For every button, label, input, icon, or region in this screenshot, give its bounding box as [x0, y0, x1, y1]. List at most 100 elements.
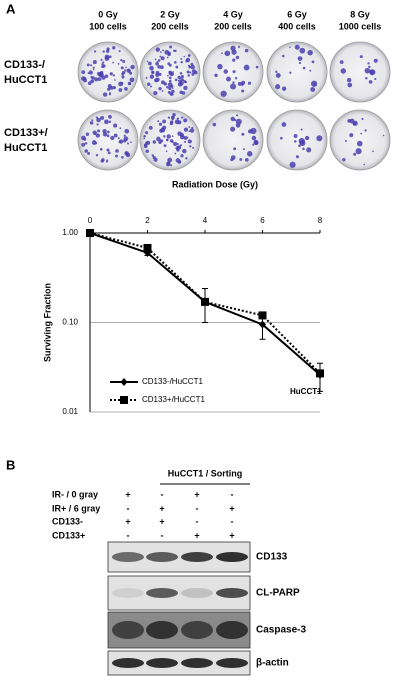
colony: [145, 149, 149, 153]
row-label: HuCCT1: [4, 74, 47, 86]
colony: [298, 144, 301, 147]
colony: [189, 145, 192, 148]
colony: [177, 120, 182, 125]
colony: [166, 56, 169, 59]
colony: [175, 158, 181, 163]
x-axis-title: Radiation Dose (Gy): [172, 179, 258, 189]
colony: [155, 72, 160, 77]
colony: [86, 63, 90, 67]
condition-label: CD133-: [52, 516, 83, 526]
cells-label: 1000 cells: [339, 21, 382, 31]
colony: [171, 89, 175, 94]
condition-label: IR- / 0 gray: [52, 489, 98, 499]
sign: +: [159, 516, 164, 526]
colony: [275, 84, 281, 90]
colony: [105, 160, 108, 163]
colony: [187, 54, 191, 57]
colony: [166, 162, 171, 167]
colony: [191, 126, 194, 129]
colony: [150, 85, 152, 88]
colony: [121, 155, 124, 159]
colony: [146, 82, 151, 86]
colony: [107, 130, 110, 134]
colony: [163, 144, 167, 148]
colony: [183, 85, 188, 91]
colony: [163, 135, 166, 138]
colony: [118, 50, 121, 53]
colony: [186, 70, 190, 74]
colony: [372, 150, 374, 153]
colony: [167, 51, 171, 55]
sign: +: [229, 503, 234, 513]
marker: [86, 229, 94, 237]
colony: [123, 134, 126, 137]
dose-label: 0 Gy: [98, 9, 118, 19]
colony: [93, 50, 97, 53]
colony: [364, 67, 371, 74]
colony: [128, 82, 132, 86]
colony: [182, 148, 187, 154]
colony: [160, 56, 165, 61]
colony: [176, 117, 180, 120]
colony: [172, 71, 174, 73]
colony: [230, 158, 234, 162]
colony: [159, 55, 162, 58]
colony: [108, 93, 111, 96]
colony: [349, 133, 354, 138]
colony: [155, 47, 160, 52]
colony: [356, 140, 363, 147]
colony: [364, 129, 367, 132]
sign: -: [161, 489, 164, 499]
colony: [147, 61, 152, 66]
x-tick-label: 6: [260, 216, 265, 225]
colony: [220, 90, 227, 97]
colony: [168, 63, 172, 67]
colony: [96, 117, 101, 123]
blot-label: CL-PARP: [256, 588, 300, 599]
band: [216, 658, 248, 668]
colony: [316, 135, 323, 142]
sign: +: [194, 489, 199, 499]
colony: [187, 139, 192, 144]
colony: [254, 141, 258, 145]
blot-label: Caspase-3: [256, 625, 306, 636]
colony: [117, 63, 120, 65]
colony: [167, 74, 169, 77]
colony: [108, 120, 112, 124]
colony: [359, 55, 363, 59]
row-label: CD133+/: [4, 127, 48, 139]
colony: [299, 47, 306, 54]
sign: -: [231, 516, 234, 526]
colony: [185, 157, 188, 160]
colony: [118, 139, 124, 144]
colony: [304, 135, 310, 141]
y-tick-label: 1.00: [62, 228, 78, 237]
colony: [124, 69, 127, 72]
colony: [185, 57, 191, 63]
colony: [149, 65, 154, 71]
colony: [155, 61, 159, 66]
colony: [307, 49, 313, 56]
colony: [126, 142, 130, 145]
colony: [101, 158, 105, 162]
colony: [191, 72, 195, 76]
colony: [125, 66, 127, 69]
colony: [299, 140, 306, 147]
colony: [106, 134, 110, 138]
colony: [176, 142, 179, 146]
colony: [297, 56, 303, 62]
colony: [158, 86, 162, 91]
colony: [339, 60, 344, 64]
colony: [152, 156, 156, 160]
colony: [309, 69, 312, 72]
colony: [230, 45, 236, 51]
legend-marker: [120, 396, 128, 404]
band: [181, 588, 213, 598]
colony: [95, 133, 100, 138]
cells-label: 400 cells: [278, 21, 316, 31]
colony: [124, 87, 128, 91]
colony: [239, 158, 243, 161]
sign: +: [125, 489, 130, 499]
colony: [151, 154, 155, 157]
